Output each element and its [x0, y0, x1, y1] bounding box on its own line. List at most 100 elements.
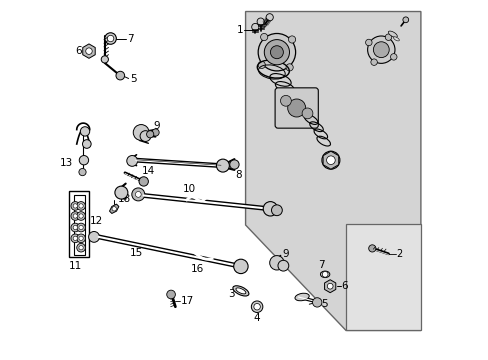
Polygon shape	[245, 12, 420, 330]
Circle shape	[251, 301, 263, 312]
Circle shape	[277, 260, 288, 271]
Ellipse shape	[294, 293, 308, 301]
Circle shape	[390, 54, 396, 60]
Text: 7: 7	[126, 33, 133, 44]
Circle shape	[373, 42, 388, 58]
Text: 18: 18	[118, 194, 131, 204]
Circle shape	[139, 177, 148, 186]
Polygon shape	[324, 280, 335, 293]
Ellipse shape	[235, 288, 245, 294]
Circle shape	[104, 33, 116, 44]
Bar	[346, 224, 420, 330]
Circle shape	[260, 33, 267, 41]
Circle shape	[368, 245, 375, 252]
Circle shape	[79, 156, 88, 165]
Text: 10: 10	[183, 184, 196, 194]
Ellipse shape	[320, 271, 329, 278]
Circle shape	[77, 212, 85, 220]
Circle shape	[367, 36, 394, 63]
Circle shape	[257, 18, 264, 25]
Circle shape	[402, 17, 408, 23]
Circle shape	[79, 168, 86, 176]
Text: 3: 3	[227, 289, 234, 300]
Circle shape	[71, 212, 80, 220]
Ellipse shape	[387, 31, 397, 37]
Text: 8: 8	[235, 170, 242, 180]
Bar	[69, 191, 89, 257]
Polygon shape	[323, 151, 338, 169]
Text: 7: 7	[317, 260, 324, 270]
Circle shape	[285, 64, 293, 71]
Circle shape	[73, 225, 77, 230]
Text: 6: 6	[75, 46, 81, 56]
Circle shape	[229, 160, 239, 169]
Polygon shape	[82, 44, 95, 58]
Text: 16: 16	[191, 264, 204, 274]
Circle shape	[166, 290, 175, 299]
Text: 14: 14	[142, 166, 155, 176]
Circle shape	[79, 236, 83, 240]
Circle shape	[326, 283, 332, 289]
Circle shape	[107, 35, 114, 42]
Text: 2: 2	[396, 249, 402, 259]
Ellipse shape	[260, 24, 266, 28]
Circle shape	[73, 204, 77, 208]
Circle shape	[140, 131, 151, 141]
Text: 9: 9	[153, 121, 160, 131]
Circle shape	[71, 202, 80, 210]
Circle shape	[77, 234, 85, 243]
Circle shape	[132, 188, 144, 201]
Circle shape	[365, 39, 371, 46]
Circle shape	[71, 223, 80, 232]
Text: 9: 9	[282, 249, 288, 259]
Ellipse shape	[262, 24, 264, 27]
FancyBboxPatch shape	[275, 88, 318, 128]
Circle shape	[82, 140, 91, 148]
Circle shape	[77, 223, 85, 232]
Text: 6: 6	[341, 281, 347, 291]
Circle shape	[270, 46, 283, 59]
Circle shape	[326, 156, 335, 165]
Circle shape	[251, 23, 258, 31]
Circle shape	[88, 231, 99, 242]
Text: 13: 13	[60, 158, 73, 168]
Circle shape	[322, 271, 327, 277]
Text: 5: 5	[320, 299, 327, 309]
Circle shape	[112, 207, 116, 211]
Circle shape	[370, 59, 377, 66]
Circle shape	[264, 40, 289, 65]
Circle shape	[77, 243, 85, 252]
Circle shape	[216, 159, 229, 172]
Polygon shape	[109, 204, 119, 213]
Ellipse shape	[393, 37, 399, 41]
Circle shape	[287, 99, 305, 117]
Circle shape	[79, 225, 83, 230]
Circle shape	[152, 129, 159, 136]
Circle shape	[79, 246, 83, 250]
Circle shape	[73, 236, 77, 240]
Circle shape	[321, 151, 339, 169]
Text: 15: 15	[130, 248, 143, 258]
Text: 17: 17	[180, 296, 193, 306]
Circle shape	[126, 156, 137, 166]
Circle shape	[258, 61, 265, 68]
Circle shape	[79, 214, 83, 218]
Circle shape	[77, 202, 85, 210]
Text: 11: 11	[68, 261, 82, 271]
Ellipse shape	[251, 303, 262, 310]
Circle shape	[135, 192, 141, 197]
Circle shape	[280, 95, 291, 106]
Ellipse shape	[232, 286, 248, 296]
Circle shape	[71, 234, 80, 243]
Circle shape	[85, 48, 92, 54]
Text: 5: 5	[130, 74, 136, 84]
Circle shape	[265, 14, 273, 21]
Circle shape	[146, 131, 153, 138]
Text: 12: 12	[89, 216, 103, 226]
Bar	[73, 195, 85, 255]
Circle shape	[253, 303, 260, 310]
Text: 1: 1	[237, 24, 244, 35]
Circle shape	[263, 202, 277, 216]
Circle shape	[312, 298, 321, 307]
Circle shape	[233, 259, 247, 274]
